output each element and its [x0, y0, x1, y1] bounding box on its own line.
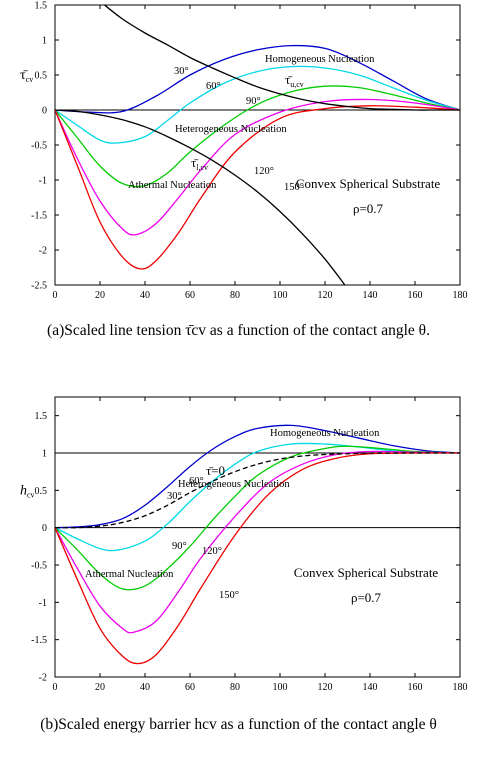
- x-tick-label: 140: [363, 682, 378, 692]
- y-axis-label: hcv: [20, 483, 35, 499]
- y-tick-label: -1.5: [31, 211, 47, 222]
- x-tick-label: 120: [318, 682, 333, 692]
- series-line: [55, 424, 460, 529]
- nucleation-annotation: Homogeneous Nucleation: [265, 54, 375, 65]
- nucleation-annotation: Heterogeneous Nucleation: [178, 479, 290, 490]
- y-tick-label: -2: [39, 246, 47, 257]
- x-tick-label: 180: [453, 290, 468, 300]
- y-tick-label: -0.5: [31, 141, 47, 152]
- x-tick-label: 120: [318, 290, 333, 300]
- nucleation-annotation: Homogeneous Nucleation: [270, 428, 380, 439]
- y-tick-label: 0: [42, 523, 47, 534]
- series-label: 150°: [284, 182, 304, 193]
- y-tick-label: 1.5: [35, 411, 48, 422]
- tau-label-main: τ̄: [191, 155, 198, 170]
- panel-b: 0 20 40 60 80 100 120 140 160 180 -2 -1.5 -1 -0.5 0 0.5…: [0, 392, 477, 692]
- x-tick-label: 180: [453, 682, 468, 692]
- series-line: [55, 65, 460, 144]
- line-tension-chart: 0 20 40 60 80 100 120 140 160 180 -2.5 -2 -1.5 -1 -0.5…: [20, 1, 468, 301]
- series-label: 60°: [206, 81, 221, 92]
- x-tick-label: 140: [363, 290, 378, 300]
- y-tick-label: -2.5: [31, 281, 47, 292]
- y-tick-label: 0.5: [35, 71, 48, 82]
- series-group: [55, 5, 460, 285]
- x-tick-label: 160: [408, 290, 423, 300]
- x-tick-label: 100: [273, 682, 288, 692]
- series-label: 30°: [167, 491, 182, 502]
- series-line: [55, 85, 460, 188]
- y-axis-label-main: h: [20, 483, 27, 498]
- series-line: [55, 442, 460, 552]
- y-tick-label: -2: [39, 673, 47, 684]
- series-label: 30°: [174, 66, 189, 77]
- tau-label: τ̄l,cv: [191, 155, 208, 172]
- y-tick-label: -1.5: [31, 635, 47, 646]
- y-tick-label: 1: [42, 36, 47, 47]
- series-line: [55, 445, 460, 591]
- y-tick-label: 0.5: [35, 486, 48, 497]
- caption-a: (a)Scaled line tension τ̄cv as a functio…: [47, 322, 430, 339]
- series-label: 120°: [202, 546, 222, 557]
- substrate-annotation: Convex Spherical Substrate: [296, 176, 441, 191]
- x-tick-label: 60: [185, 290, 195, 300]
- y-axis-label: τ̄cv: [20, 68, 33, 84]
- substrate-annotation: Convex Spherical Substrate: [294, 565, 439, 580]
- series-line: [55, 44, 460, 114]
- tau-zero-label: τ̄=0: [206, 463, 225, 478]
- tau-label-sub: l,cv: [196, 163, 208, 172]
- x-tick-label: 0: [53, 290, 58, 300]
- x-tick-label: 160: [408, 682, 423, 692]
- tau-label-sub: u,cv: [290, 80, 304, 89]
- x-tick-label: 20: [95, 290, 105, 300]
- series-label: 60°: [189, 476, 204, 487]
- y-tick-label: 0: [42, 106, 47, 117]
- x-tick-label: 80: [230, 682, 240, 692]
- rho-annotation: ρ=0.7: [351, 590, 382, 605]
- x-tick-label: 40: [140, 290, 150, 300]
- nucleation-annotation: Athermal Nucleation: [128, 180, 217, 191]
- series-label: 90°: [246, 96, 261, 107]
- plot-frame: [54, 4, 461, 286]
- nucleation-annotation: Athermal Nucleation: [85, 569, 174, 580]
- series-label: 90°: [172, 541, 187, 552]
- series-line: [55, 452, 460, 529]
- series-label: 150°: [219, 590, 239, 601]
- series-line: [55, 109, 346, 285]
- series-line: [104, 5, 460, 111]
- tau-label: τ̄u,cv: [285, 72, 304, 89]
- tau-label-main: τ̄: [285, 72, 292, 87]
- series-line: [55, 452, 460, 665]
- x-tick-label: 80: [230, 290, 240, 300]
- x-tick-label: 0: [53, 682, 58, 692]
- rho-annotation: ρ=0.7: [353, 201, 384, 216]
- caption-b: (b)Scaled energy barrier hcv as a functi…: [40, 716, 437, 733]
- panel-a: 0 20 40 60 80 100 120 140 160 180 -2.5 -2 -1.5 -1 -0.5…: [0, 0, 477, 301]
- y-tick-label: 1.5: [35, 1, 48, 12]
- y-axis-label-sub: cv: [27, 490, 35, 499]
- y-axis-label-sub: cv: [26, 75, 34, 84]
- y-tick-label: 1: [42, 449, 47, 460]
- y-tick-label: -1: [39, 176, 47, 187]
- series-group: [55, 424, 460, 665]
- plot-frame: [54, 396, 461, 678]
- energy-barrier-chart: 0 20 40 60 80 100 120 140 160 180 -2 -1.5 -1 -0.5 0 0.5…: [20, 396, 468, 692]
- y-axis-label-main: τ̄: [20, 68, 29, 83]
- series-line: [55, 98, 460, 236]
- y-tick-label: -0.5: [31, 561, 47, 572]
- x-tick-label: 100: [273, 290, 288, 300]
- series-line: [55, 105, 460, 270]
- series-label: 120°: [254, 166, 274, 177]
- y-tick-label: -1: [39, 598, 47, 609]
- series-line: [55, 450, 460, 634]
- x-tick-label: 20: [95, 682, 105, 692]
- x-tick-label: 60: [185, 682, 195, 692]
- x-tick-label: 40: [140, 682, 150, 692]
- nucleation-annotation: Heterogeneous Nucleation: [175, 124, 287, 135]
